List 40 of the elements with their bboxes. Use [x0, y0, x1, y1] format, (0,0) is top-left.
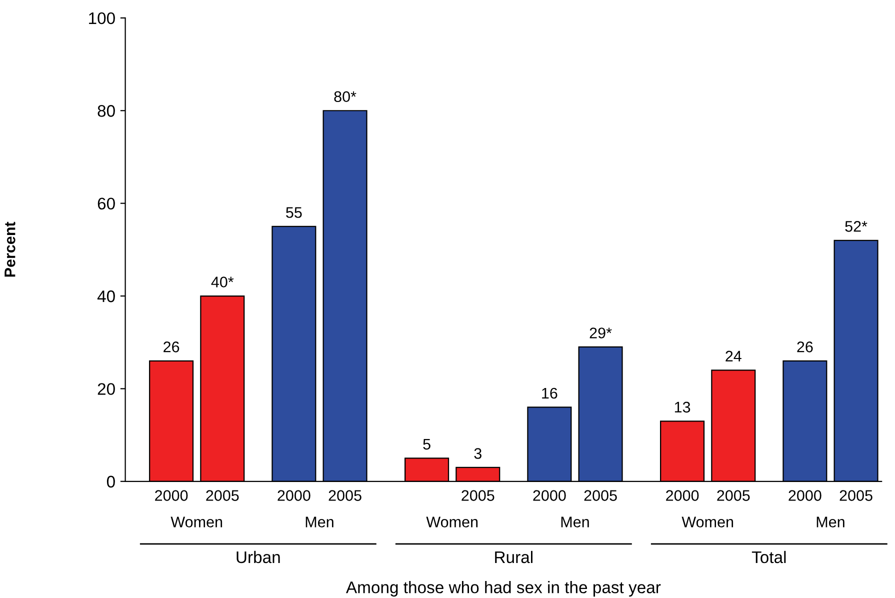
data-label: 52* — [845, 221, 868, 232]
data-label: 3 — [474, 448, 482, 459]
x-tick-label: 2000 — [278, 490, 310, 501]
x-tick-label: 2005 — [840, 490, 872, 501]
text: Total — [752, 550, 786, 564]
text: Women — [682, 516, 734, 528]
y-tick-label: 40 — [97, 290, 115, 302]
y-tick-label: 20 — [98, 383, 115, 395]
y-tick-label: 60 — [98, 198, 115, 210]
x-tick-label: 2000 — [155, 490, 188, 501]
data-label: 26 — [164, 342, 180, 352]
data-label: 55 — [286, 207, 302, 218]
x-tick-label: 2000 — [533, 490, 566, 501]
data-label: 24 — [726, 350, 742, 362]
text: Women — [170, 516, 222, 528]
y-axis-title: Percent — [4, 222, 16, 277]
data-label: 26 — [797, 342, 813, 352]
x-tick-label: 2005 — [717, 490, 750, 501]
y-tick-label: 100 — [89, 12, 115, 24]
y-tick-label: 80 — [98, 105, 115, 117]
text: Men — [816, 516, 844, 528]
x-tick-label: 2000 — [666, 490, 699, 501]
text: Urban — [236, 550, 280, 564]
x-axis-title: Among those who had sex in the past year — [346, 581, 661, 597]
y-tick-label: 0 — [106, 476, 115, 488]
data-label: 29* — [590, 328, 612, 338]
text: Men — [306, 516, 334, 528]
data-label: 16 — [542, 388, 558, 399]
x-tick-label: 2005 — [584, 490, 617, 501]
text: Women — [426, 516, 478, 528]
x-tick-label: 2005 — [206, 490, 239, 501]
text: Rural — [495, 550, 532, 564]
data-label: 80* — [334, 91, 356, 102]
x-tick-label: 2005 — [328, 490, 362, 501]
data-label: 40* — [211, 276, 234, 288]
text: Men — [561, 516, 589, 528]
x-tick-label: 2000 — [788, 490, 822, 501]
data-label: 5 — [423, 438, 430, 450]
x-tick-label: 2005 — [462, 490, 494, 501]
data-label: 13 — [674, 402, 690, 413]
